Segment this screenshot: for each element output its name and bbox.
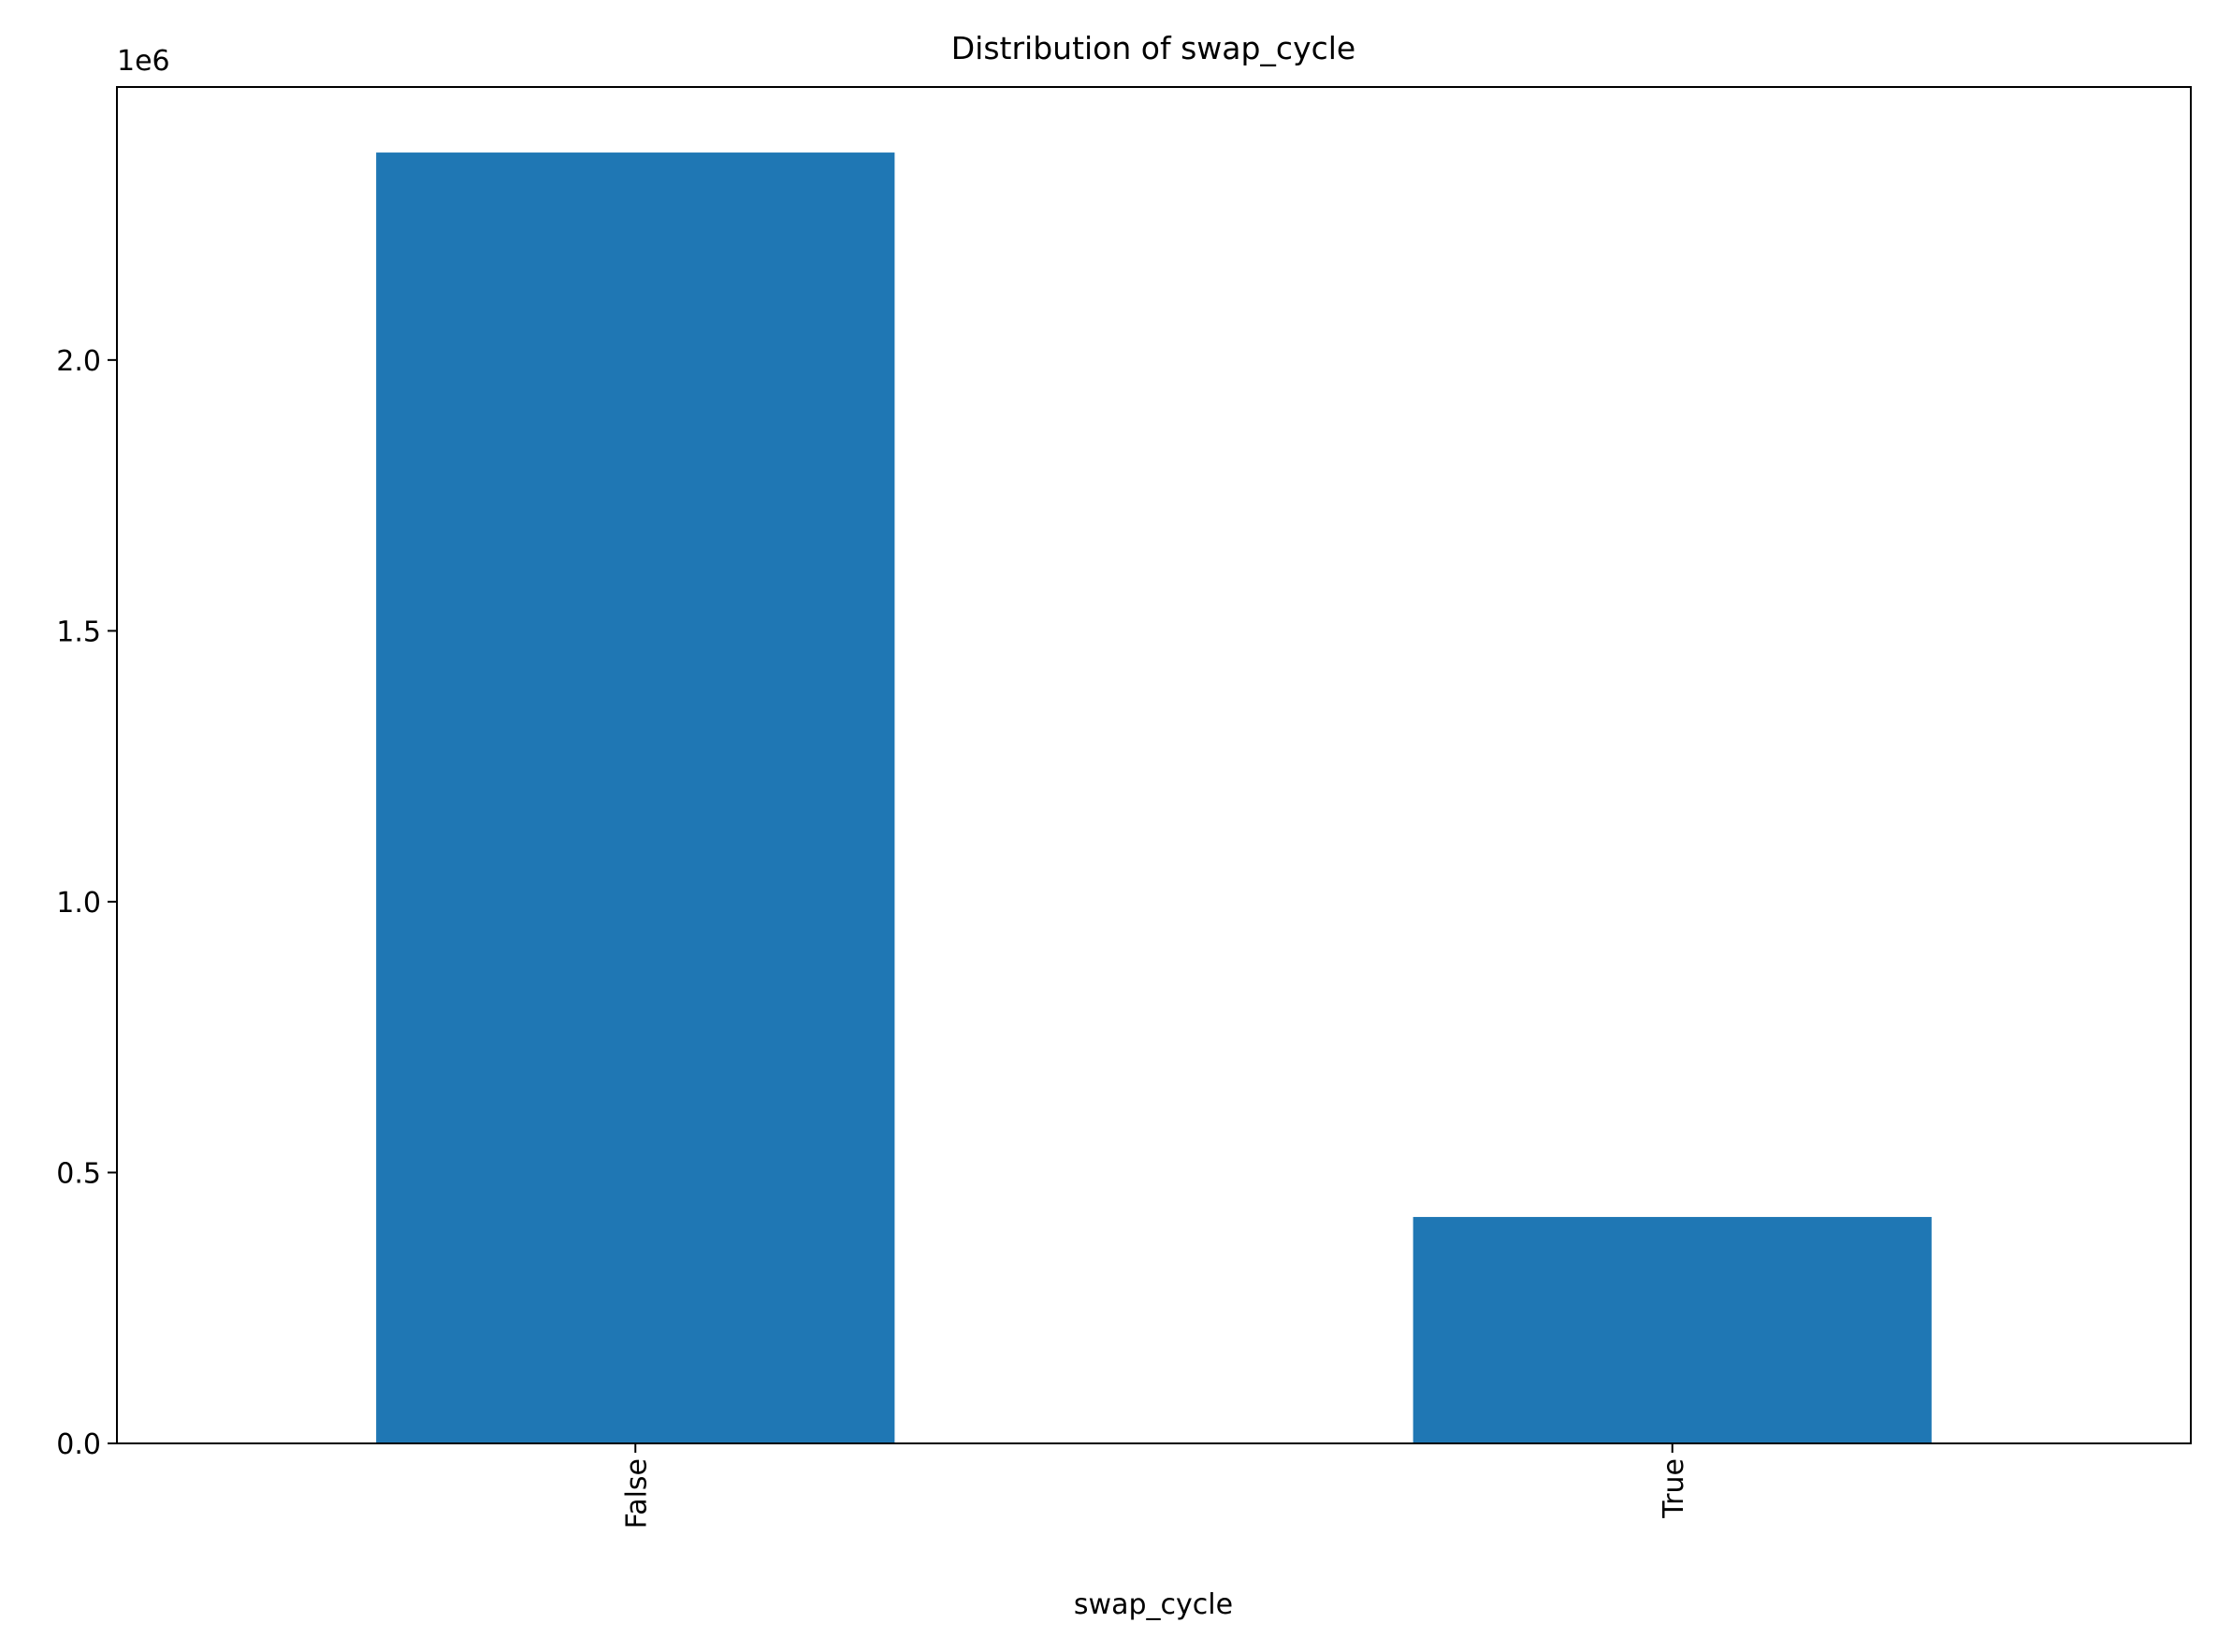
x-tick-label-false: False (620, 1458, 653, 1529)
axes-frame (116, 86, 2192, 1444)
x-tick-label-true: True (1658, 1458, 1690, 1519)
x-axis-label: swap_cycle (1074, 1588, 1233, 1621)
y-axis-offset-label: 1e6 (117, 45, 170, 78)
y-tick-label: 1.5 (56, 616, 101, 648)
y-tick-label: 0.0 (56, 1428, 101, 1461)
bar-false (376, 152, 895, 1444)
y-tick-label: 1.0 (56, 887, 101, 920)
y-axis-ticks: 0.0 0.5 1.0 1.5 2.0 (56, 345, 117, 1461)
bar-true (1413, 1216, 1932, 1443)
chart-title: Distribution of swap_cycle (951, 30, 1355, 66)
x-axis-ticks: False True (620, 1443, 1690, 1529)
y-tick-label: 0.5 (56, 1157, 101, 1190)
bars-layer (376, 152, 1932, 1444)
y-tick-label: 2.0 (56, 345, 101, 378)
